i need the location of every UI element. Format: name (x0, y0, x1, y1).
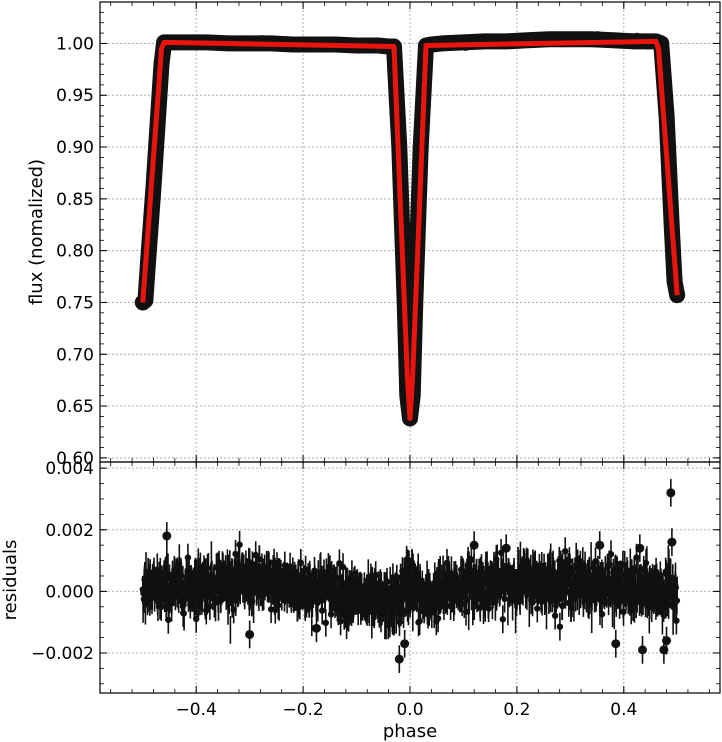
bottom-xtick-label: −0.4 (176, 700, 217, 720)
residual-point (499, 616, 506, 623)
outlier-point (162, 531, 172, 541)
outlier-point (394, 654, 404, 664)
outlier-point (469, 540, 479, 550)
outlier-point (638, 645, 647, 655)
residual-point (607, 551, 615, 558)
outlier-point (666, 488, 676, 498)
bottom-ytick-label: 0.004 (45, 459, 94, 479)
outlier-point (311, 623, 321, 633)
residual-point (193, 615, 200, 623)
outlier-point (501, 543, 511, 553)
top-ytick-label: 0.85 (56, 190, 94, 210)
residual-point (434, 615, 442, 622)
residual-point (236, 541, 243, 548)
top-ytick-label: 0.90 (56, 138, 94, 158)
outlier-point (595, 540, 605, 550)
residual-point (400, 611, 407, 618)
outlier-point (662, 636, 672, 646)
residual-point (322, 619, 329, 626)
top-ytick-label: 0.75 (56, 293, 94, 313)
residuals-axis-label: residuals (0, 540, 21, 621)
bottom-xtick-label: 0.4 (610, 700, 637, 720)
bottom-ytick-label: 0.000 (45, 582, 94, 602)
bottom-ytick-label: 0.002 (45, 521, 94, 541)
flux-data-point-edge (670, 288, 685, 303)
residual-point (275, 602, 282, 609)
flux-data-point (525, 32, 536, 43)
residual-point (184, 554, 192, 561)
residual-points (139, 530, 681, 644)
top-ytick-label: 0.60 (56, 449, 94, 469)
residual-point (534, 605, 541, 612)
bottom-xtick-label: 0.0 (396, 700, 423, 720)
flux-axis-label: flux (nomalized) (26, 159, 47, 305)
residual-point (319, 607, 326, 614)
residual-point (673, 617, 680, 624)
residual-point (337, 618, 344, 625)
residual-point (232, 550, 239, 558)
bottom-xtick-label: −0.2 (282, 700, 323, 720)
residual-point (510, 568, 518, 575)
residual-point (297, 559, 304, 566)
outlier-point (667, 537, 677, 547)
bottom-xtick-label: 0.2 (503, 700, 530, 720)
top-ytick-label: 0.95 (56, 86, 94, 106)
outlier-point (635, 543, 645, 553)
phase-axis-label: phase (383, 721, 437, 742)
flux-data-points (134, 31, 686, 427)
outlier-point (611, 639, 621, 649)
flux-model-line (140, 38, 680, 421)
residual-point (468, 556, 475, 563)
top-ytick-label: 0.80 (56, 242, 94, 262)
outlier-point (400, 639, 410, 649)
residual-point (566, 564, 574, 571)
residual-point (598, 610, 606, 618)
top-ytick-label: 1.00 (56, 34, 94, 54)
residual-point (556, 623, 564, 630)
residual-point (339, 563, 347, 571)
flux-data-point (565, 32, 575, 43)
bottom-ytick-label: −0.002 (31, 644, 94, 664)
flux-panel: 0.60 0.65 0.70 0.75 0.80 0.85 0.90 0.95 1.00 (56, 1, 721, 469)
residual-point (529, 599, 536, 606)
residual-point (633, 554, 640, 561)
top-ytick-label: 0.65 (56, 397, 94, 417)
residuals-panel: −0.4 −0.2 0.0 0.2 0.4 −0.002 0.000 0.002 0.004 (31, 459, 721, 720)
outlier-point (245, 629, 255, 639)
bottom-panel-frame (99, 461, 721, 694)
residual-point (372, 571, 379, 579)
top-ytick-label: 0.70 (56, 345, 94, 365)
